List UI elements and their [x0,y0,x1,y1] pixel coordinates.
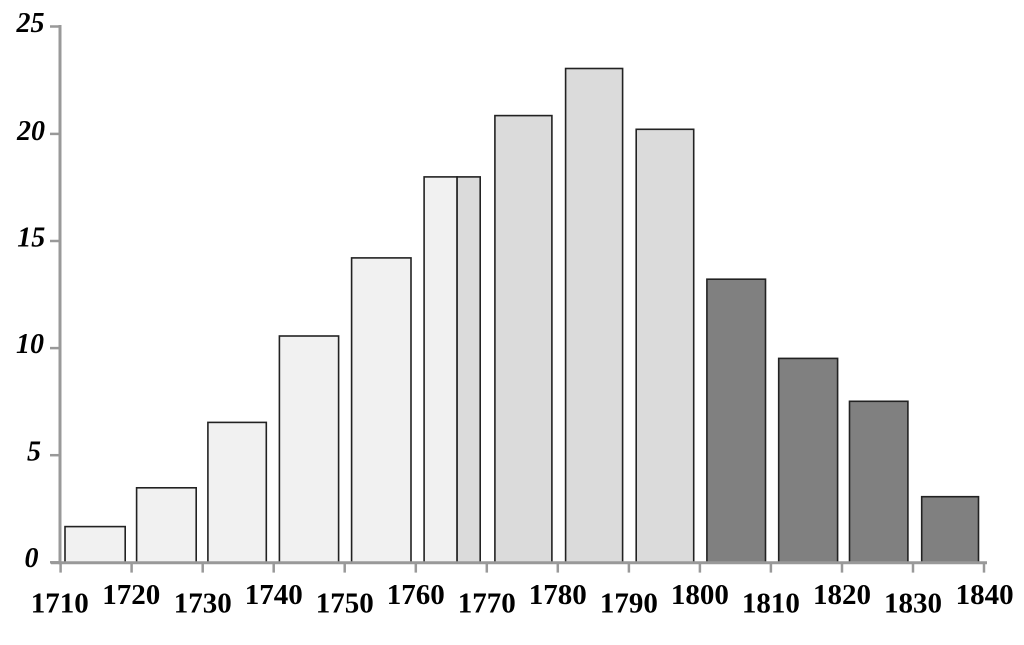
svg-text:1800: 1800 [671,579,729,611]
svg-text:1810: 1810 [742,588,800,620]
svg-text:1750: 1750 [316,588,374,620]
svg-text:25: 25 [16,8,45,39]
svg-text:20: 20 [16,116,45,147]
svg-text:1790: 1790 [600,588,658,620]
svg-text:1820: 1820 [813,579,871,611]
svg-text:1710: 1710 [31,588,89,620]
svg-text:1770: 1770 [458,588,516,620]
svg-text:1720: 1720 [102,579,160,611]
svg-text:10: 10 [16,329,44,360]
svg-text:1780: 1780 [529,579,587,611]
svg-text:0: 0 [25,543,39,574]
svg-text:1760: 1760 [387,579,445,611]
svg-text:1740: 1740 [245,579,303,611]
svg-text:1730: 1730 [174,588,232,620]
svg-text:15: 15 [17,223,45,254]
svg-text:1830: 1830 [884,588,942,620]
svg-text:5: 5 [27,437,41,468]
svg-text:1840: 1840 [956,579,1014,611]
